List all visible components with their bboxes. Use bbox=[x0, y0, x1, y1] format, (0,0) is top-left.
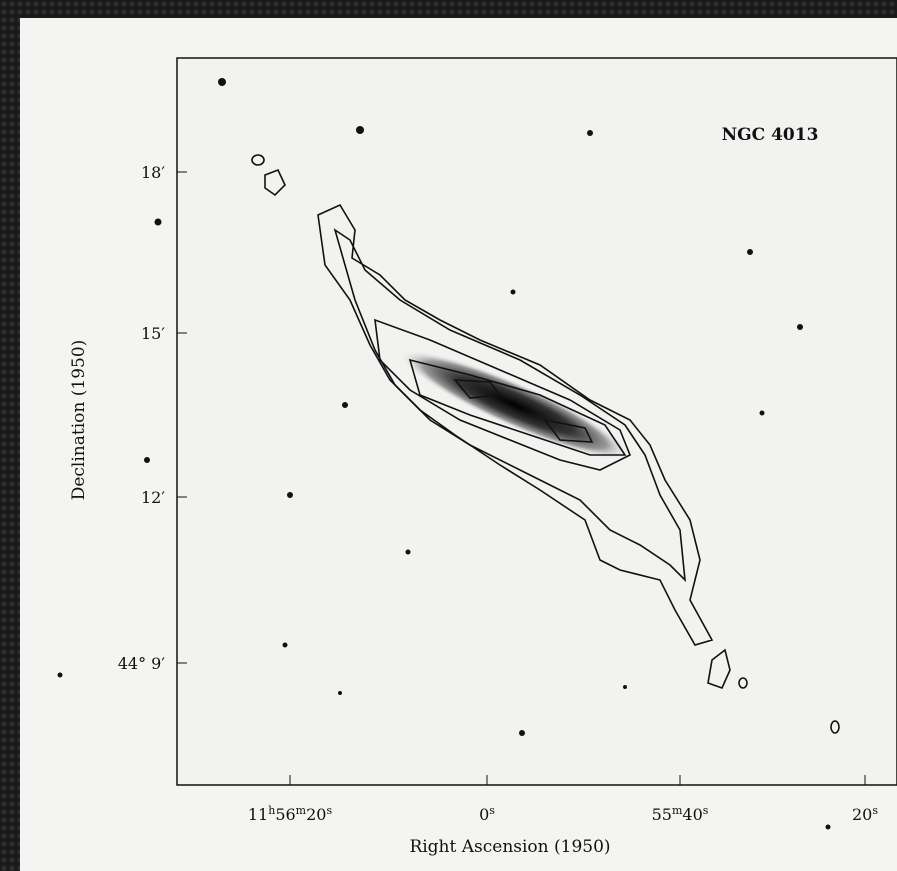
tick-number: 11 bbox=[248, 805, 268, 824]
y-axis-label: Declination (1950) bbox=[69, 340, 89, 501]
tick-unit: m bbox=[296, 804, 307, 817]
tick-number: 40 bbox=[682, 805, 702, 824]
tick-number: 0 bbox=[479, 805, 489, 824]
y-tick-labels: 18′ 15′ 12′ 44° 9′ bbox=[118, 163, 166, 673]
x-tick-label: 11h56m20s bbox=[248, 804, 333, 824]
tick-unit: s bbox=[872, 804, 878, 817]
tick-unit: s bbox=[489, 804, 495, 817]
tick-unit: m bbox=[672, 804, 683, 817]
x-tick-label: 20s bbox=[852, 804, 878, 824]
tick-number: 20 bbox=[852, 805, 872, 824]
x-tick-label: 0s bbox=[479, 804, 495, 824]
galaxy bbox=[400, 350, 630, 460]
x-tick-labels: 11h56m20s 0s 55m40s 20s bbox=[248, 804, 878, 824]
y-tick-label: 12′ bbox=[141, 488, 165, 507]
stars bbox=[57, 78, 831, 830]
object-label: NGC 4013 bbox=[722, 125, 819, 145]
tick-number: 55 bbox=[652, 805, 672, 824]
tick-number: 20 bbox=[306, 805, 326, 824]
tick-unit: s bbox=[703, 804, 709, 817]
ticks bbox=[177, 171, 866, 785]
contours bbox=[251, 154, 840, 734]
x-axis-label: Right Ascension (1950) bbox=[409, 837, 610, 857]
y-tick-label: 44° 9′ bbox=[118, 654, 166, 673]
y-tick-label: 18′ bbox=[141, 163, 165, 182]
tick-number: 56 bbox=[275, 805, 295, 824]
y-tick-label: 15′ bbox=[141, 324, 165, 343]
tick-unit: h bbox=[268, 804, 275, 817]
tick-unit: s bbox=[326, 804, 332, 817]
x-tick-label: 55m40s bbox=[652, 804, 709, 824]
